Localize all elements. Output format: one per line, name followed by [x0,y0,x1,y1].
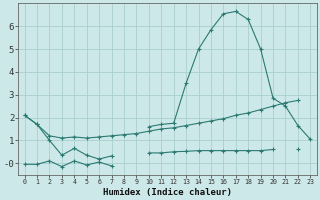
X-axis label: Humidex (Indice chaleur): Humidex (Indice chaleur) [103,188,232,197]
